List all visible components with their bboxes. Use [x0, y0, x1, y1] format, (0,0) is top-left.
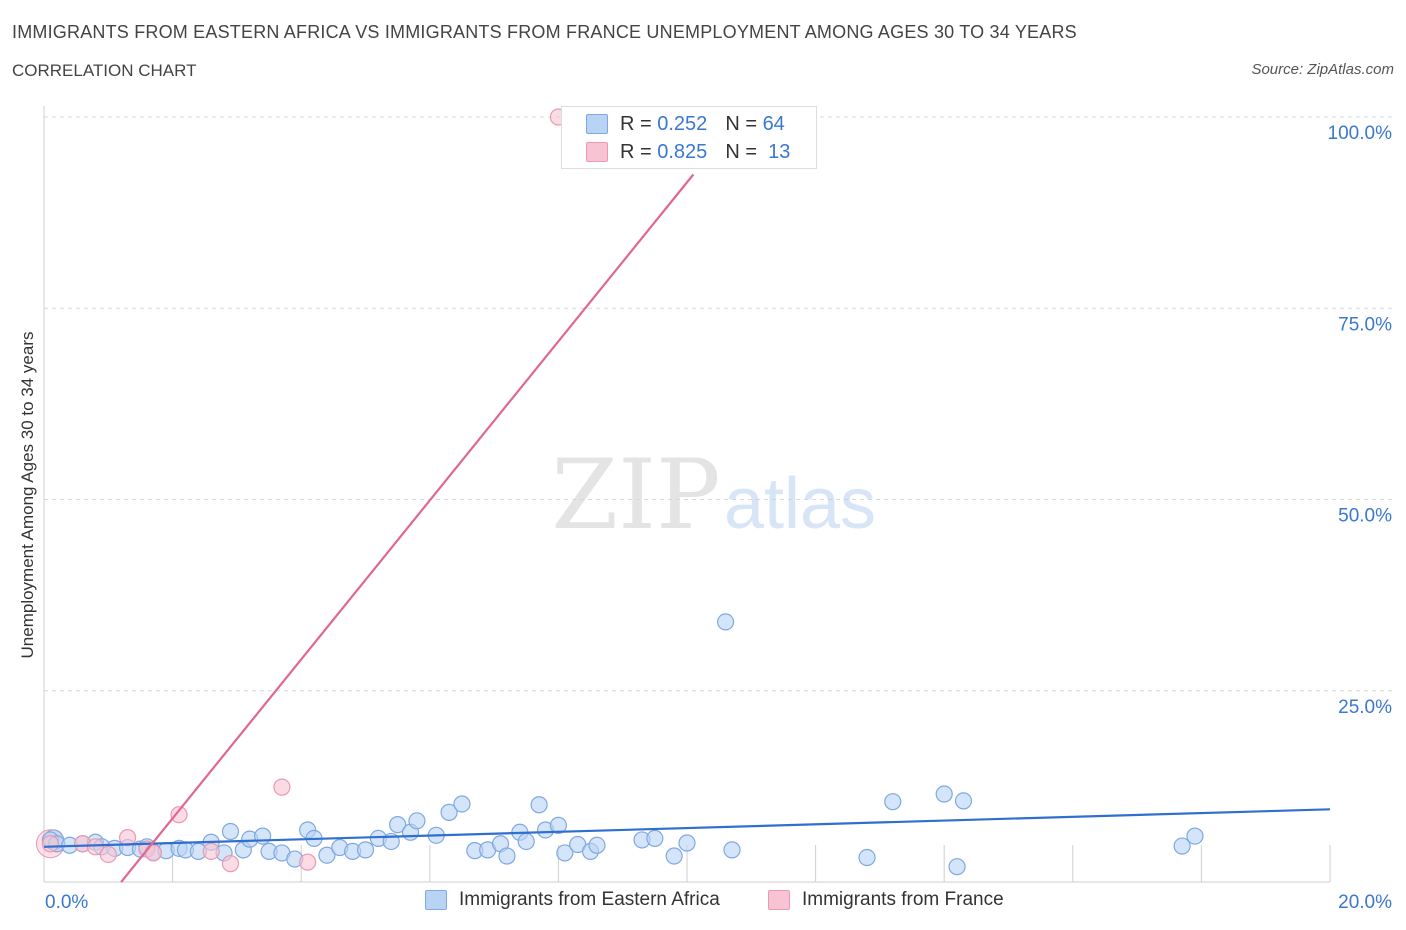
data-point-eastern-africa — [716, 613, 735, 631]
legend-swatch-blue — [586, 114, 608, 134]
legend-swatch-pink — [586, 142, 608, 162]
data-point-france — [99, 845, 117, 864]
legend-n-value-blue: 64 — [762, 112, 785, 135]
legend-r-label: R = — [620, 140, 652, 163]
data-point-eastern-africa — [356, 841, 375, 859]
y-tick-label: 25.0% — [1338, 697, 1392, 718]
legend-row-pink: R = 0.825 N = 13 — [586, 140, 790, 164]
data-point-eastern-africa — [1173, 837, 1191, 855]
bottom-legend-label-pink: Immigrants from France — [802, 889, 1004, 910]
data-point-france — [144, 844, 162, 862]
bottom-legend-swatch-pink — [768, 890, 790, 910]
data-point-eastern-africa — [646, 829, 664, 847]
data-point-eastern-africa — [440, 803, 458, 821]
data-point-france — [299, 853, 317, 871]
data-point-eastern-africa — [549, 816, 568, 834]
legend-n-label: N = — [725, 112, 757, 135]
watermark-atlas: atlas — [724, 464, 876, 544]
trend-line-eastern-africa — [43, 808, 1331, 848]
legend-r-value-pink: 0.825 — [657, 140, 708, 163]
data-point-eastern-africa — [389, 816, 407, 834]
data-point-france — [202, 842, 220, 861]
data-point-eastern-africa — [954, 792, 973, 810]
data-point-eastern-africa — [498, 847, 516, 865]
data-point-eastern-africa — [678, 834, 696, 852]
data-point-eastern-africa — [408, 812, 426, 830]
data-point-eastern-africa — [453, 795, 471, 813]
trend-line-france — [120, 173, 695, 883]
chart-subtitle: CORRELATION CHART — [12, 61, 197, 80]
data-point-france — [273, 778, 291, 796]
legend-n-value-pink: 13 — [768, 140, 791, 163]
data-point-eastern-africa — [665, 847, 683, 865]
chart-title: IMMIGRANTS FROM EASTERN AFRICA VS IMMIGR… — [12, 22, 1077, 42]
y-tick-label: 100.0% — [1328, 123, 1393, 144]
y-tick-label: 50.0% — [1338, 506, 1392, 527]
data-point-eastern-africa — [556, 844, 574, 862]
data-point-eastern-africa — [318, 846, 336, 864]
x-tick-label: 0.0% — [45, 892, 88, 913]
correlation-legend: R = 0.252 N = 64 R = 0.825 N = 13 — [561, 106, 817, 169]
data-point-eastern-africa — [221, 822, 240, 841]
data-point-france — [170, 806, 188, 824]
data-point-eastern-africa — [948, 858, 966, 876]
data-point-eastern-africa — [1186, 827, 1204, 845]
data-point-eastern-africa — [588, 836, 606, 854]
legend-row-blue: R = 0.252 N = 64 — [586, 112, 785, 136]
x-tick-label: 20.0% — [1338, 892, 1392, 913]
data-point-france — [118, 829, 137, 847]
legend-r-label: R = — [620, 112, 652, 135]
data-point-eastern-africa — [530, 796, 548, 814]
bottom-legend-swatch-blue — [425, 890, 447, 910]
data-point-france — [86, 838, 105, 856]
bottom-legend-blue: Immigrants from Eastern Africa — [425, 889, 720, 911]
bottom-legend-label-blue: Immigrants from Eastern Africa — [459, 889, 720, 910]
legend-n-label: N = — [725, 140, 757, 163]
bottom-legend-pink: Immigrants from France — [768, 889, 1004, 911]
chart-source: Source: ZipAtlas.com — [1251, 61, 1394, 78]
y-tick-label: 75.0% — [1338, 314, 1392, 335]
data-point-eastern-africa — [858, 848, 876, 867]
data-point-eastern-africa — [935, 785, 953, 803]
watermark-zip: ZIP — [551, 439, 720, 551]
data-point-eastern-africa — [517, 832, 535, 851]
data-point-eastern-africa — [723, 841, 741, 859]
data-point-france — [221, 855, 240, 873]
data-point-eastern-africa — [884, 793, 902, 811]
legend-r-value-blue: 0.252 — [657, 112, 708, 135]
data-point-france — [41, 835, 60, 853]
